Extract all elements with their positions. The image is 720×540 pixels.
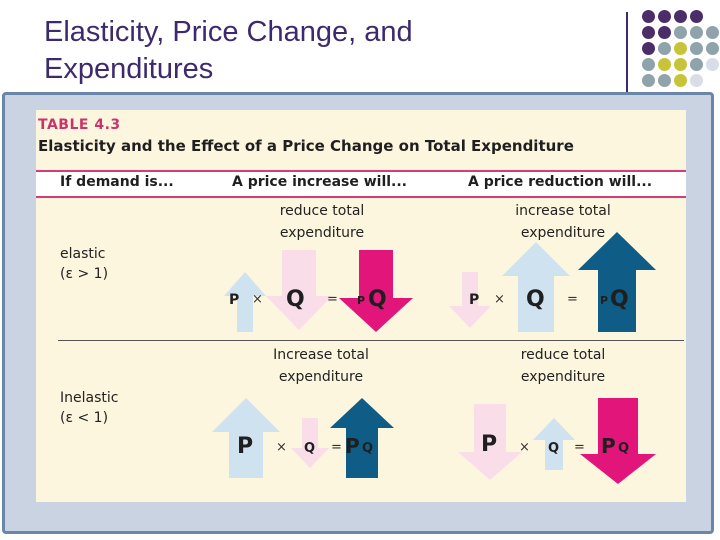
dot [706, 42, 719, 55]
table-header-band [36, 170, 686, 198]
price-symbol: P [229, 292, 239, 308]
equals-symbol: = [327, 292, 338, 307]
dot [658, 42, 671, 55]
dot [658, 74, 671, 87]
row-divider [58, 340, 684, 341]
table-label: TABLE 4.3 [38, 117, 121, 133]
expenditure-symbol: P [601, 434, 616, 458]
dot [642, 26, 655, 39]
dot [658, 58, 671, 71]
inelastic-increase-effect: Increase total expenditure [236, 344, 406, 388]
dot [690, 58, 703, 71]
times-symbol: × [276, 440, 287, 455]
row-label-condition: (ε > 1) [60, 266, 109, 282]
effect-line: reduce total [520, 347, 606, 363]
dot [706, 58, 719, 71]
slide-title: Elasticity, Price Change, and Expenditur… [44, 14, 604, 88]
arrow-up-icon [502, 242, 570, 332]
quantity-symbol: Q [548, 441, 559, 456]
expenditure-symbol: Q [618, 441, 629, 456]
effect-line: expenditure [520, 369, 606, 385]
expenditure-symbol: P [600, 294, 608, 307]
arrow-up-icon [533, 418, 575, 470]
header-price-reduction: A price reduction will... [468, 174, 653, 190]
expenditure-symbol: P [345, 434, 360, 458]
dot [642, 10, 655, 23]
effect-line: expenditure [279, 225, 365, 241]
table-caption: Elasticity and the Effect of a Price Cha… [38, 137, 574, 155]
expenditure-symbol: P [357, 294, 365, 307]
dot [658, 26, 671, 39]
price-symbol: P [481, 432, 497, 457]
dot [674, 10, 687, 23]
header-demand: If demand is... [60, 174, 174, 190]
effect-line: expenditure [278, 369, 364, 385]
arrow-down-icon [458, 404, 522, 480]
dot [674, 74, 687, 87]
dot [706, 26, 719, 39]
dot [674, 26, 687, 39]
arrow-up-icon [578, 232, 656, 332]
title-divider [626, 12, 628, 92]
arrow-up-icon [224, 272, 266, 332]
price-symbol: P [237, 434, 253, 459]
effect-line: increase total [515, 203, 611, 219]
equals-symbol: = [331, 440, 342, 455]
decorative-dot-grid [642, 10, 720, 90]
row-label-inelastic: Inelastic (ε < 1) [60, 388, 118, 428]
dot [690, 10, 703, 23]
quantity-symbol: Q [304, 441, 315, 456]
dot [658, 10, 671, 23]
arrow-down-icon [266, 250, 332, 330]
equals-symbol: = [574, 440, 585, 455]
effect-line: expenditure [520, 225, 606, 241]
equals-symbol: = [567, 292, 578, 307]
arrow-down-icon [339, 250, 413, 332]
row-label-text: elastic [60, 246, 106, 262]
dot [642, 74, 655, 87]
dot [690, 42, 703, 55]
slide-title-line2: Expenditures [44, 53, 214, 85]
dot [642, 58, 655, 71]
elastic-increase-effect: reduce total expenditure [237, 200, 407, 244]
arrow-down-icon [449, 272, 491, 328]
times-symbol: × [494, 292, 505, 307]
expenditure-symbol: Q [368, 287, 387, 312]
times-symbol: × [252, 292, 263, 307]
dot [674, 58, 687, 71]
effect-line: reduce total [279, 203, 365, 219]
times-symbol: × [519, 440, 530, 455]
expenditure-symbol: Q [610, 287, 629, 312]
arrow-up-icon [330, 398, 394, 478]
slide-title-line1: Elasticity, Price Change, and [44, 16, 413, 48]
effect-line: Increase total [273, 347, 369, 363]
inelastic-reduction-effect: reduce total expenditure [478, 344, 648, 388]
header-price-increase: A price increase will... [232, 174, 407, 190]
arrow-down-icon [580, 398, 656, 484]
dot [674, 42, 687, 55]
row-label-condition: (ε < 1) [60, 410, 109, 426]
elastic-reduction-effect: increase total expenditure [478, 200, 648, 244]
dot [690, 74, 703, 87]
quantity-symbol: Q [526, 287, 545, 312]
arrow-up-icon [212, 398, 280, 478]
price-symbol: P [469, 292, 479, 308]
row-label-elastic: elastic (ε > 1) [60, 244, 108, 284]
arrow-down-icon [291, 418, 329, 468]
expenditure-symbol: Q [362, 441, 373, 456]
row-label-text: Inelastic [60, 390, 119, 406]
quantity-symbol: Q [286, 287, 305, 312]
dot [642, 42, 655, 55]
dot [690, 26, 703, 39]
